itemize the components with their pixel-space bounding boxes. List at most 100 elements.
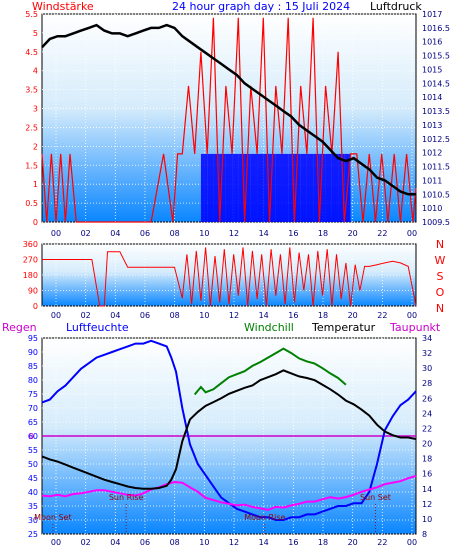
wind-direction-marks: [42, 247, 417, 307]
x-tick-label: 22: [377, 311, 387, 320]
x-tick-label: 16: [288, 311, 298, 320]
wind-average-bar: [238, 153, 245, 222]
x-tick-label: 04: [110, 229, 120, 238]
wind-average-bar: [207, 153, 214, 222]
humidity-line: [41, 339, 417, 521]
y-right-tick-label: 30: [422, 364, 432, 373]
y-right-tick-label: 20: [422, 440, 432, 449]
y-left-tick-label: 45: [28, 474, 38, 483]
wind-direction-line: [42, 247, 417, 307]
wind-average-bar: [263, 153, 270, 222]
wind-average-bar: [319, 153, 326, 222]
x-tick-label: 06: [140, 311, 150, 320]
x-tick-label: 10: [199, 311, 209, 320]
x-tick-label: 12: [229, 311, 239, 320]
y-left-tick-label: 5.5: [25, 10, 38, 19]
wind-pressure-marks: [41, 17, 417, 223]
y-right-tick-label: 1012: [422, 149, 442, 158]
wind-average-bar: [275, 153, 282, 222]
y-right-tick-label: 8: [422, 530, 427, 539]
y-right-tick-label: 16: [422, 470, 432, 479]
y-right-tick-label: 12: [422, 500, 432, 509]
x-tick-label: 10: [199, 229, 209, 238]
compass-label: N: [436, 238, 444, 251]
x-tick-label: 22: [377, 538, 387, 547]
legend-dewpoint: Taupunkt: [389, 321, 441, 334]
y-left-tick-label: 25: [28, 530, 38, 539]
y-left-tick-label: 0: [33, 218, 38, 227]
y-right-tick-label: 1013.5: [422, 107, 450, 116]
pressure-line: [41, 23, 416, 196]
compass-label: N: [436, 302, 444, 315]
y-left-tick-label: 85: [28, 362, 38, 371]
x-tick-label: 18: [318, 311, 328, 320]
temperature-humidity-marks: [41, 339, 417, 534]
legend-humidity: Luftfeuchte: [66, 321, 129, 334]
y-left-tick-label: 50: [28, 460, 38, 469]
x-tick-label: 14: [259, 538, 269, 547]
pressure-label: Luftdruck: [370, 0, 422, 13]
y-right-tick-label: 1015: [422, 65, 442, 74]
wind-gust-line: [41, 17, 417, 223]
temperature-line: [41, 369, 417, 490]
windchill-line: [193, 347, 347, 396]
y-right-tick-label: 1015.5: [422, 52, 450, 61]
y-left-tick-label: 1: [33, 180, 38, 189]
y-right-tick-label: 1010: [422, 204, 442, 213]
x-tick-label: 14: [259, 311, 269, 320]
y-right-tick-label: 1016: [422, 38, 442, 47]
y-left-tick-label: 35: [28, 502, 38, 511]
y-left-tick-label: 1.5: [25, 161, 38, 170]
x-tick-label: 08: [170, 311, 180, 320]
y-left-tick-label: 60: [28, 432, 38, 441]
x-tick-label: 22: [377, 229, 387, 238]
x-tick-label: 18: [318, 538, 328, 547]
x-tick-label: 08: [170, 229, 180, 238]
wind-average-bar: [325, 153, 332, 222]
y-right-tick-label: 1010.5: [422, 190, 450, 199]
x-tick-label: 00: [407, 229, 417, 238]
y-right-tick-label: 10: [422, 515, 432, 524]
wind-average-bar: [294, 153, 301, 222]
wind-average-bar: [313, 153, 320, 222]
annotation-label: Moon Set: [34, 513, 71, 522]
wind-average-bar: [338, 153, 345, 222]
wind-average-bar: [300, 153, 307, 222]
x-tick-label: 20: [348, 311, 358, 320]
x-tick-label: 00: [51, 538, 61, 547]
wind-pressure-ticks: 0 0.5 1 1.5 2 2.5 3 3.5 4 4.5 5 5.5 1009.5 1010 1010.5…: [25, 10, 450, 238]
wind-average-bar: [269, 153, 276, 222]
x-tick-label: 00: [407, 311, 417, 320]
y-left-tick-label: 5: [33, 29, 38, 38]
y-right-tick-label: 34: [422, 334, 432, 343]
x-tick-label: 16: [288, 538, 298, 547]
y-left-tick-label: 90: [28, 348, 38, 357]
x-tick-label: 08: [170, 538, 180, 547]
wind-direction-grid: [42, 243, 416, 307]
wind-average-bar: [219, 153, 226, 222]
wind-average-bar: [225, 153, 233, 222]
compass-label: O: [436, 286, 445, 299]
y-right-tick-label: 1016.5: [422, 24, 450, 33]
y-left-tick-label: 80: [28, 376, 38, 385]
graph-title: 24 hour graph day : 15 Juli 2024: [172, 0, 350, 13]
y-left-tick-label: 270: [23, 256, 38, 265]
y-left-tick-label: 90: [28, 287, 38, 296]
x-tick-label: 12: [229, 538, 239, 547]
y-left-tick-label: 0: [33, 302, 38, 311]
wind-average-bar: [306, 153, 314, 222]
annotation-label: Moon Rise: [244, 513, 285, 522]
y-left-tick-label: 95: [28, 334, 38, 343]
y-left-tick-label: 2: [33, 142, 38, 151]
y-right-tick-label: 1017: [422, 10, 442, 19]
compass-label: S: [437, 270, 444, 283]
x-tick-label: 02: [81, 311, 91, 320]
wind-average-bar: [281, 153, 289, 222]
x-tick-label: 04: [110, 538, 120, 547]
legend-rain: Regen: [2, 321, 37, 334]
wind-strength-label: Windstärke: [32, 0, 94, 13]
annotation-label: Sun Set: [360, 493, 391, 502]
x-tick-label: 14: [259, 229, 269, 238]
legend-windchill: Windchill: [244, 321, 294, 334]
